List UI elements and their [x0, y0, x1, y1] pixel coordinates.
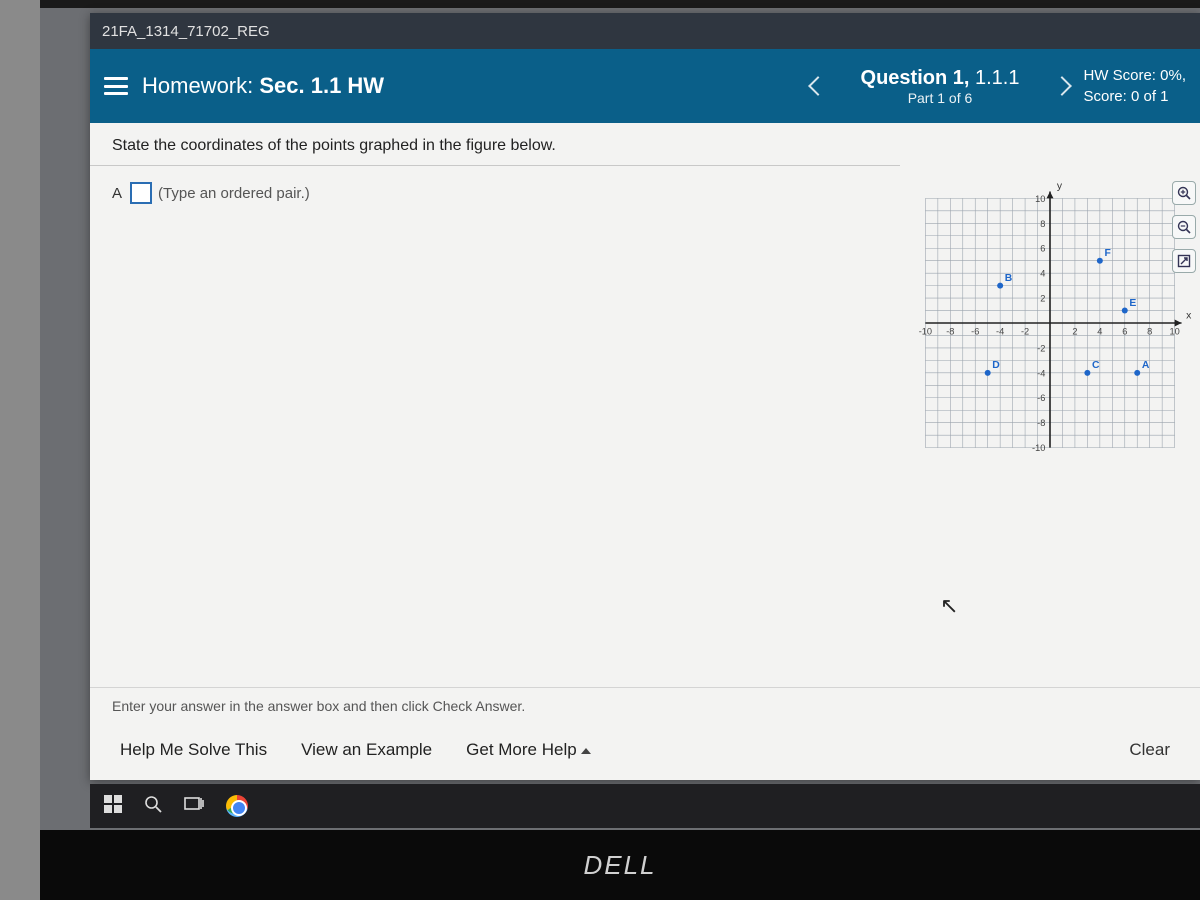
zoom-in-icon[interactable]: [1172, 181, 1196, 205]
figure-tools: [1172, 181, 1196, 273]
footer: Enter your answer in the answer box and …: [90, 687, 1200, 780]
svg-text:10: 10: [1169, 327, 1179, 337]
start-icon[interactable]: [104, 795, 122, 818]
svg-text:-2: -2: [1037, 343, 1045, 353]
assignment-header: Homework: Sec. 1.1 HW Question 1, 1.1.1 …: [90, 49, 1200, 123]
svg-text:-6: -6: [1037, 393, 1045, 403]
answer-input[interactable]: [130, 182, 152, 204]
svg-text:8: 8: [1040, 219, 1045, 229]
get-more-help-button[interactable]: Get More Help: [466, 740, 591, 760]
svg-text:B: B: [1005, 273, 1013, 284]
svg-text:4: 4: [1040, 269, 1045, 279]
dell-logo: DELL: [40, 830, 1200, 900]
svg-text:8: 8: [1147, 327, 1152, 337]
svg-text:A: A: [1142, 360, 1150, 371]
clear-button[interactable]: Clear: [1129, 740, 1170, 760]
svg-text:-10: -10: [919, 327, 932, 337]
browser-tab[interactable]: 21FA_1314_71702_REG: [90, 13, 1200, 49]
svg-text:-4: -4: [1037, 368, 1045, 378]
answer-hint: (Type an ordered pair.): [158, 185, 310, 202]
svg-text:-8: -8: [1037, 418, 1045, 428]
svg-text:-4: -4: [996, 327, 1004, 337]
svg-text:-8: -8: [946, 327, 954, 337]
svg-text:2: 2: [1040, 294, 1045, 304]
tab-title: 21FA_1314_71702_REG: [102, 23, 270, 40]
svg-text:6: 6: [1122, 327, 1127, 337]
menu-icon[interactable]: [104, 77, 128, 95]
svg-text:-2: -2: [1021, 327, 1029, 337]
content-area: State the coordinates of the points grap…: [90, 123, 1200, 700]
svg-text:-6: -6: [971, 327, 979, 337]
svg-text:E: E: [1129, 298, 1136, 309]
footer-instruction: Enter your answer in the answer box and …: [90, 687, 1200, 724]
svg-text:4: 4: [1097, 327, 1102, 337]
svg-text:y: y: [1057, 181, 1063, 192]
zoom-out-icon[interactable]: [1172, 215, 1196, 239]
question-indicator: Question 1, 1.1.1 Part 1 of 6: [861, 67, 1020, 106]
svg-text:2: 2: [1072, 327, 1077, 337]
svg-text:x: x: [1186, 310, 1192, 321]
next-question-button[interactable]: [1053, 76, 1073, 96]
chrome-icon[interactable]: [226, 795, 248, 817]
answer-label: A: [112, 185, 122, 202]
expand-icon[interactable]: [1172, 249, 1196, 273]
cursor-icon: ↖: [940, 593, 958, 619]
app-shell: Homework: Sec. 1.1 HW Question 1, 1.1.1 …: [90, 49, 1200, 780]
help-bar: Help Me Solve This View an Example Get M…: [90, 724, 1200, 780]
svg-text:6: 6: [1040, 244, 1045, 254]
svg-text:10: 10: [1035, 194, 1045, 204]
svg-text:F: F: [1104, 248, 1110, 259]
search-icon[interactable]: [144, 795, 162, 818]
svg-text:D: D: [992, 360, 1000, 371]
svg-text:C: C: [1092, 360, 1100, 371]
grid-svg: -10 -8 -6 -4 -2 2 4 6 8 10 -10 -8 -6 -4 -2 2 4 6 8 10 x y A B C D…: [900, 163, 1200, 483]
score-block: HW Score: 0%, Score: 0 of 1: [1083, 65, 1186, 107]
svg-text:-10: -10: [1032, 443, 1045, 453]
question-prompt: State the coordinates of the points grap…: [90, 123, 1200, 166]
browser-window: 21FA_1314_71702_REG Homework: Sec. 1.1 H…: [90, 13, 1200, 780]
coordinate-grid-figure: -10 -8 -6 -4 -2 2 4 6 8 10 -10 -8 -6 -4 -2 2 4 6 8 10 x y A B C D…: [900, 163, 1200, 483]
view-example-button[interactable]: View an Example: [301, 740, 432, 760]
caret-up-icon: [581, 748, 591, 754]
prev-question-button[interactable]: [808, 76, 828, 96]
homework-title: Homework: Sec. 1.1 HW: [142, 73, 384, 99]
windows-taskbar: [90, 784, 1200, 828]
taskview-icon[interactable]: [184, 795, 204, 818]
help-me-solve-button[interactable]: Help Me Solve This: [120, 740, 267, 760]
